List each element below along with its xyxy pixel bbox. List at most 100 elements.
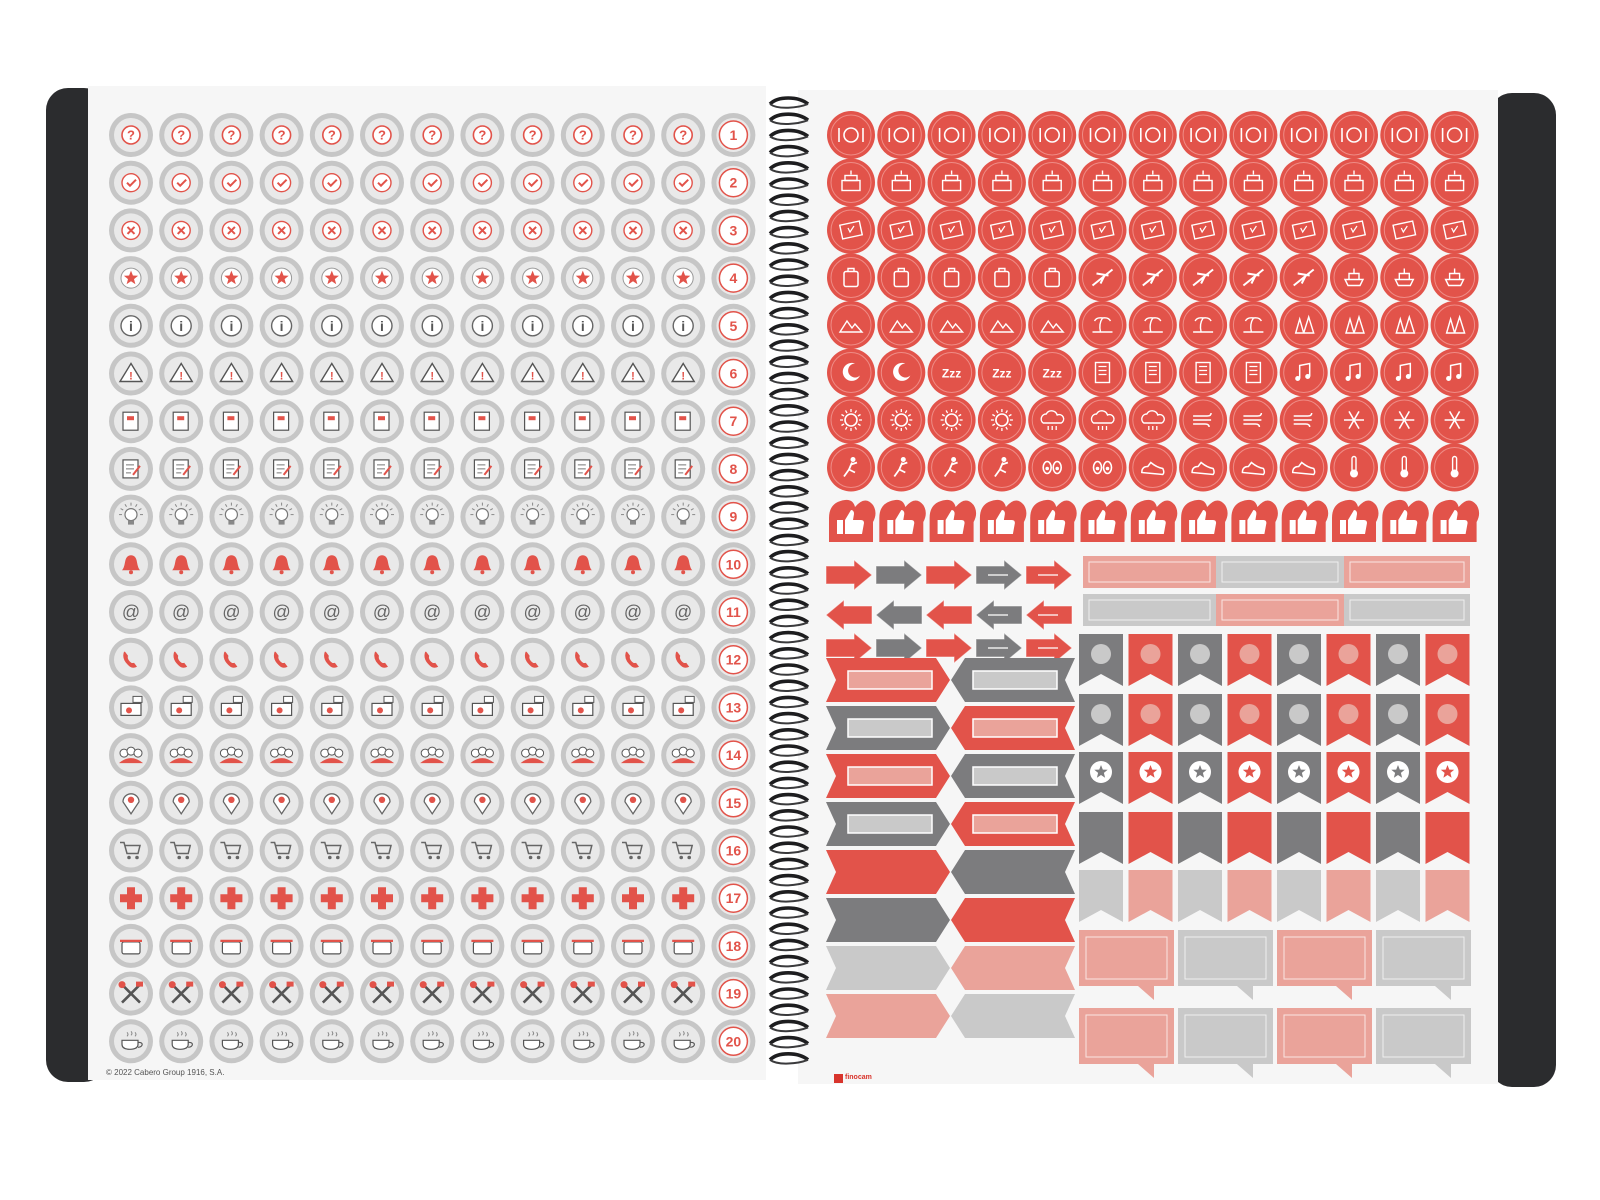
icon-sticker bbox=[410, 208, 455, 253]
bookmark-sticker bbox=[1376, 694, 1420, 746]
activity-sticker bbox=[1380, 253, 1429, 302]
info-icon: i bbox=[521, 315, 544, 337]
icon-sticker: ? bbox=[159, 113, 204, 157]
lightbulb-icon bbox=[570, 502, 595, 525]
icon-sticker bbox=[661, 780, 706, 825]
mountain-tree-icon bbox=[989, 319, 1015, 333]
shopping-cart-icon bbox=[170, 841, 192, 860]
icon-sticker bbox=[611, 160, 655, 205]
arrow-sticker bbox=[825, 558, 873, 592]
number-sticker: 12 bbox=[711, 637, 756, 682]
icon-sticker bbox=[309, 733, 354, 778]
icon-sticker bbox=[360, 256, 404, 301]
icon-sticker: i bbox=[410, 303, 455, 348]
activity-sticker bbox=[827, 443, 875, 492]
activity-sticker bbox=[1179, 443, 1228, 492]
activity-sticker bbox=[1128, 443, 1177, 492]
icon-sticker bbox=[309, 780, 354, 825]
spiral-coil bbox=[768, 387, 810, 401]
note-icon bbox=[323, 459, 342, 479]
icon-sticker bbox=[611, 971, 655, 1016]
icon-sticker bbox=[510, 685, 555, 730]
arrow-sticker bbox=[1025, 558, 1073, 592]
icon-sticker bbox=[209, 637, 254, 682]
icon-sticker bbox=[259, 446, 304, 491]
luggage-plane-icon bbox=[1091, 268, 1114, 287]
activity-sticker bbox=[1179, 206, 1228, 254]
laptop-chat-icon bbox=[220, 695, 243, 717]
icon-sticker bbox=[410, 160, 455, 205]
sticker-number: 16 bbox=[726, 843, 742, 859]
icon-sticker bbox=[510, 1019, 555, 1064]
thumbs-up-icon bbox=[1332, 499, 1379, 542]
group-icon bbox=[420, 746, 445, 764]
flag-tab-sticker bbox=[826, 802, 950, 846]
check-icon bbox=[573, 172, 593, 193]
group-icon bbox=[219, 746, 244, 764]
group-icon bbox=[269, 746, 294, 764]
icon-sticker bbox=[360, 160, 404, 205]
sticker-number: 1 bbox=[730, 127, 738, 143]
warning-icon: ! bbox=[620, 362, 646, 383]
number-sticker: 18 bbox=[711, 923, 756, 968]
medical-cross-icon bbox=[521, 887, 544, 910]
phone-icon bbox=[273, 651, 288, 668]
activity-sticker bbox=[1128, 158, 1177, 207]
activity-sticker bbox=[927, 443, 976, 492]
activity-sticker bbox=[1380, 301, 1429, 349]
shopping-cart-icon bbox=[120, 841, 141, 860]
spiral-coil bbox=[768, 954, 810, 968]
activity-sticker bbox=[1380, 158, 1429, 207]
activity-sticker bbox=[827, 253, 875, 302]
icon-sticker: ? bbox=[560, 113, 605, 157]
icon-sticker bbox=[159, 399, 204, 444]
arrow-sticker bbox=[925, 598, 973, 632]
icon-sticker bbox=[159, 446, 204, 491]
speech-bubble-sticker bbox=[1178, 930, 1273, 1000]
icon-sticker: @ bbox=[209, 590, 254, 634]
flag-tab-sticker bbox=[951, 754, 1075, 798]
tools-icon bbox=[168, 981, 194, 1004]
icon-sticker bbox=[309, 256, 354, 301]
spiral-coil bbox=[768, 728, 810, 741]
activity-sticker bbox=[977, 301, 1026, 349]
activity-sticker bbox=[1028, 206, 1077, 254]
icon-sticker bbox=[510, 971, 555, 1016]
flag-tab-sticker bbox=[826, 898, 950, 942]
cutlery-icon bbox=[989, 127, 1015, 143]
shopping-cart-icon bbox=[571, 841, 593, 860]
tools-icon bbox=[620, 981, 645, 1004]
icon-sticker bbox=[209, 446, 254, 491]
label-banner-sticker bbox=[1344, 556, 1470, 588]
spiral-coil bbox=[768, 679, 810, 692]
activity-sticker bbox=[1330, 158, 1378, 207]
icon-sticker bbox=[109, 256, 153, 301]
icon-sticker: @ bbox=[661, 590, 706, 634]
icon-sticker bbox=[309, 208, 354, 253]
arrow-sticker bbox=[1025, 631, 1073, 665]
exercise-eye-shoe-thermometer-icon bbox=[1141, 461, 1165, 476]
bookmark-sticker bbox=[1376, 870, 1420, 922]
question-icon: ? bbox=[221, 125, 242, 145]
warning-icon: ! bbox=[670, 362, 696, 383]
spiral-coil bbox=[768, 225, 810, 239]
activity-sticker bbox=[1330, 348, 1378, 397]
book-icon bbox=[423, 411, 440, 431]
icon-sticker: @ bbox=[410, 590, 455, 634]
icon-sticker bbox=[259, 1019, 304, 1064]
spiral-coil bbox=[768, 922, 810, 935]
activity-sticker bbox=[1279, 158, 1328, 207]
book-icon bbox=[122, 411, 139, 431]
check-icon bbox=[623, 172, 643, 193]
icon-sticker bbox=[109, 685, 153, 730]
brand-logo: finocam bbox=[845, 1074, 872, 1081]
group-icon bbox=[169, 746, 194, 764]
icon-sticker bbox=[611, 780, 655, 825]
icon-sticker bbox=[159, 876, 204, 921]
sun-cloud-wind-snow-icon bbox=[890, 409, 913, 431]
coffee-cup-icon bbox=[472, 1030, 495, 1050]
spiral-coil bbox=[768, 209, 810, 223]
bookmark-sticker bbox=[1376, 752, 1420, 804]
phone-icon bbox=[625, 651, 639, 668]
medical-cross-icon bbox=[270, 887, 293, 910]
